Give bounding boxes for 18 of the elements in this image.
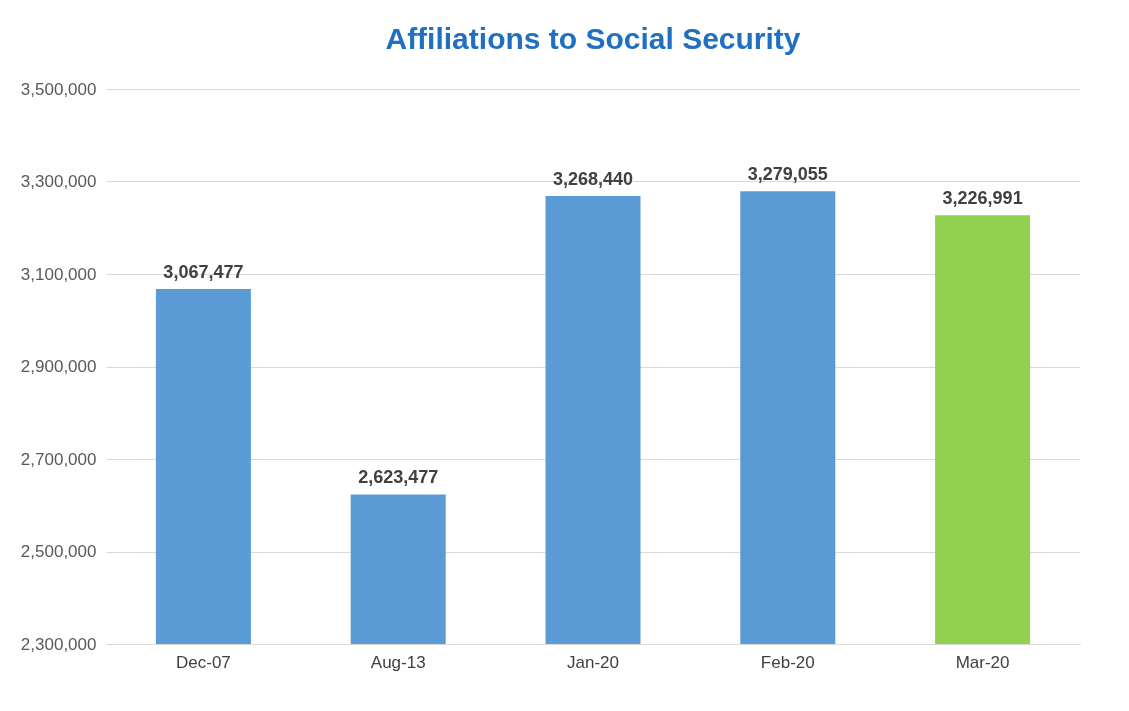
- data-label: 3,226,991: [942, 188, 1023, 209]
- y-tick-label: 2,900,000: [20, 357, 97, 376]
- y-tick-label: 2,500,000: [20, 542, 97, 561]
- data-label: 2,623,477: [358, 467, 439, 488]
- x-tick-label: Jan-20: [567, 652, 619, 672]
- data-label: 3,268,440: [552, 169, 634, 190]
- y-tick-label: 3,300,000: [20, 172, 97, 191]
- data-label: 3,279,055: [747, 164, 828, 185]
- y-tick-label: 2,300,000: [20, 634, 97, 654]
- x-tick-label: Feb-20: [760, 652, 815, 672]
- data-label: 3,067,477: [163, 262, 244, 283]
- y-tick-label: 3,100,000: [20, 264, 97, 284]
- chart-title: Affiliations to Social Security: [385, 22, 801, 55]
- x-tick-label: Dec-07: [175, 652, 231, 672]
- x-tick-label: Mar-20: [955, 652, 1010, 672]
- x-tick-label: Aug-13: [370, 652, 426, 672]
- y-tick-label: 2,700,000: [20, 449, 97, 469]
- y-tick-label: 3,500,000: [20, 79, 97, 99]
